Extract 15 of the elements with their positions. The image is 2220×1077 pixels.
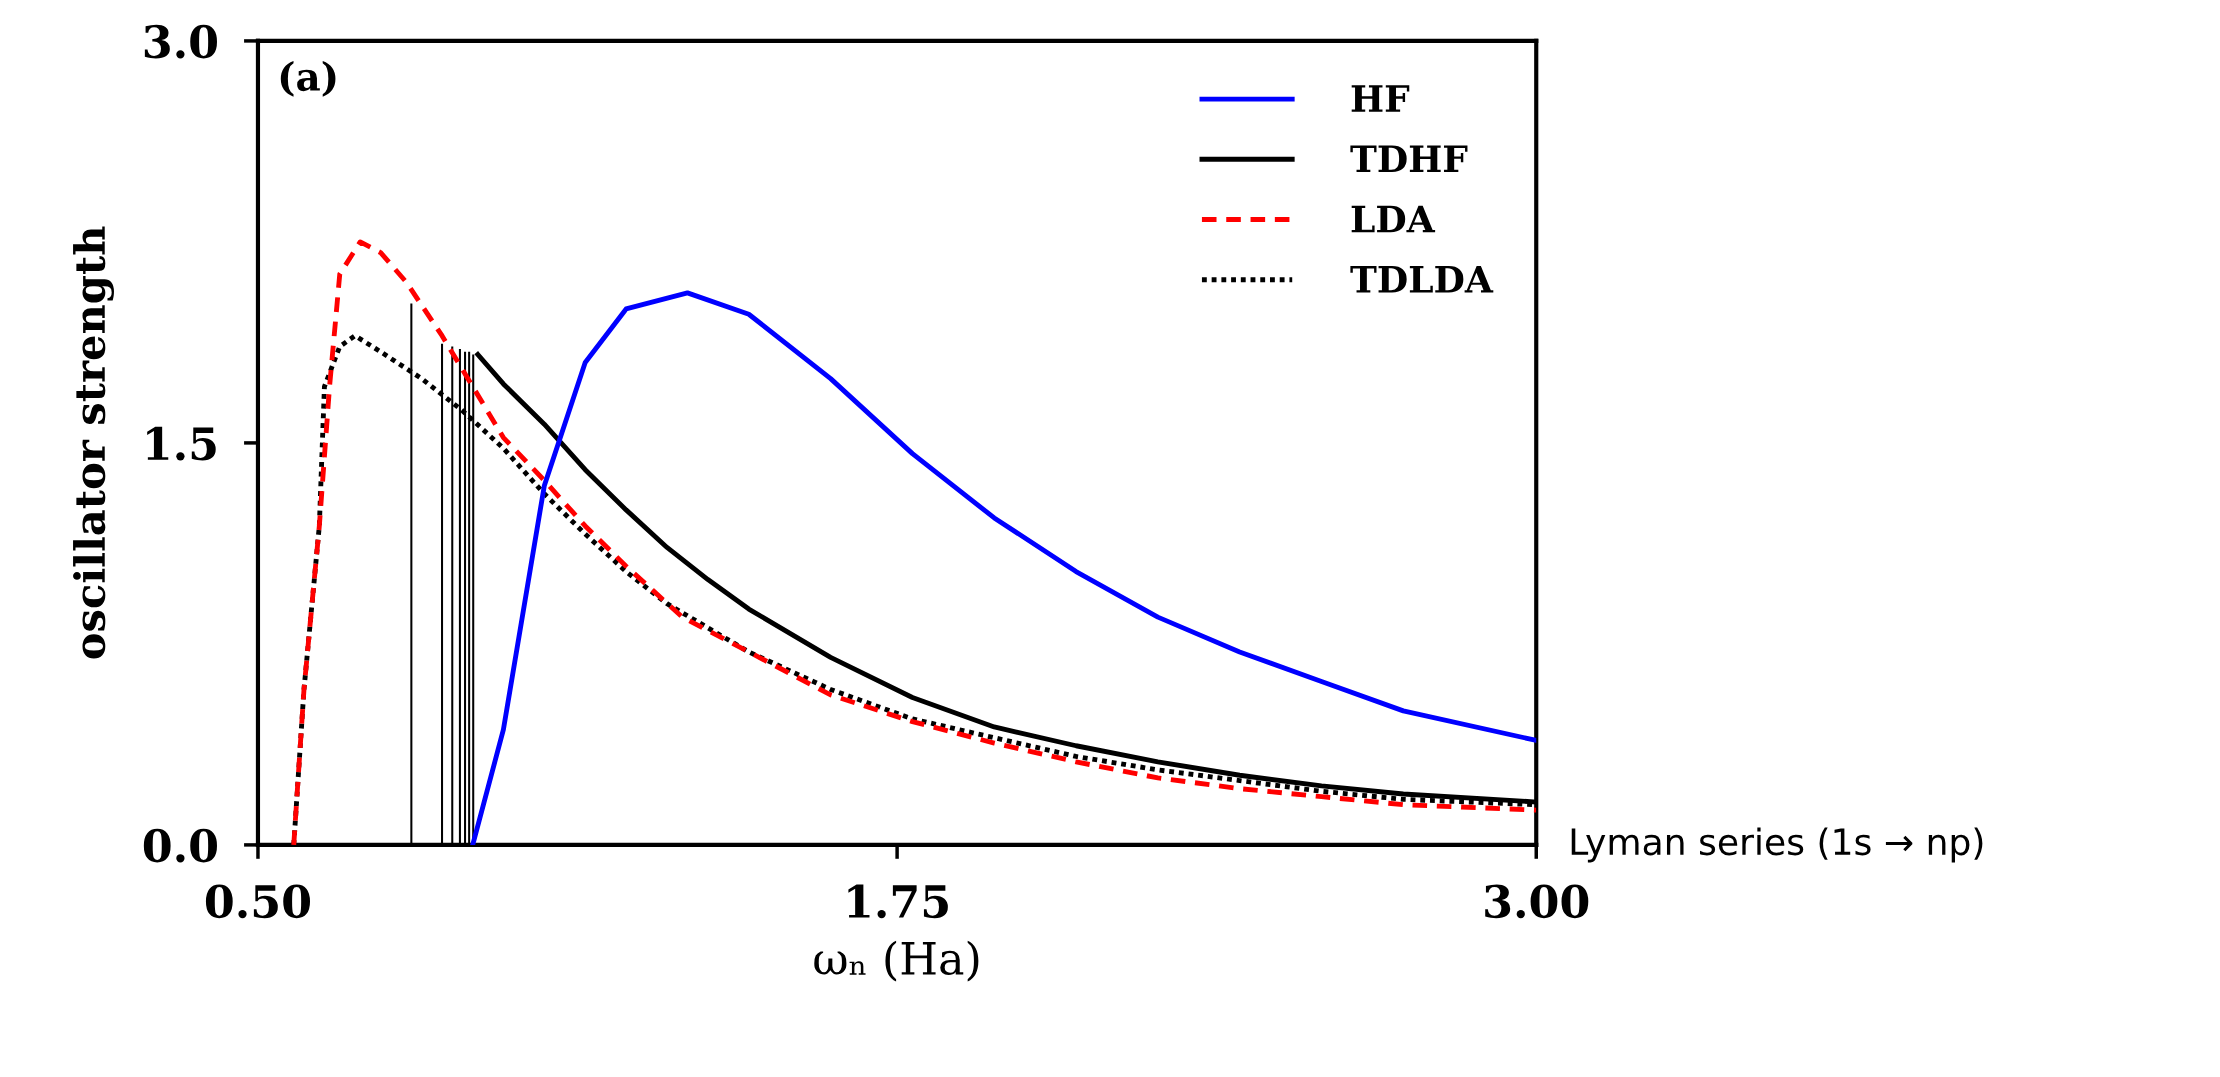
legend-label: TDLDA <box>1350 266 1494 293</box>
y-axis-title: oscillator strength <box>73 226 114 659</box>
text: Lyman series (1s → np) <box>1571 827 1983 863</box>
legend-label: HF <box>1351 85 1410 112</box>
x-tick-label: 0.50 <box>205 884 310 919</box>
annotation: (a) <box>280 61 336 97</box>
legend-label: LDA <box>1351 205 1436 233</box>
x-axis-title: ωₙ (Ha) <box>814 940 979 982</box>
x-tick-label: 3.00 <box>1485 884 1589 919</box>
y-tick-label: 0.0 <box>143 828 217 863</box>
x-tick-label: 1.75 <box>848 884 948 919</box>
legend-label: TDHF <box>1350 145 1468 172</box>
line-series <box>291 239 1537 845</box>
y-tick-label: 3.0 <box>144 24 217 59</box>
y-tick-label: 1.5 <box>147 426 216 461</box>
